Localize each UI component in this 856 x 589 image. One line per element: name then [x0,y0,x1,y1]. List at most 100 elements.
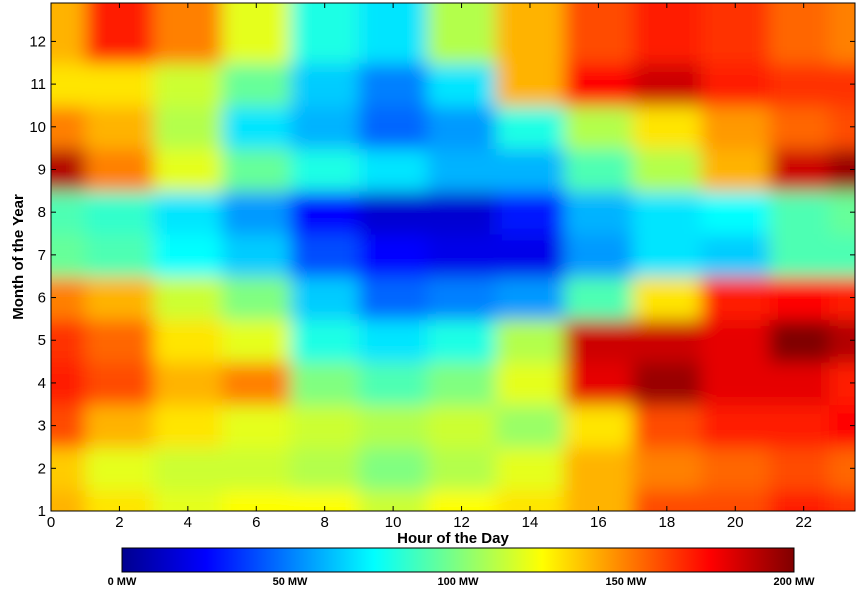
heatmap-cell [222,404,292,448]
heatmap-cell [632,190,703,235]
x-tick-label: 20 [727,514,744,531]
heatmap-cell [358,148,429,192]
heatmap-cell [829,190,855,235]
heatmap-cell [769,190,831,235]
heatmap-cell [564,276,634,320]
heatmap-cell [85,318,155,363]
heatmap-cell [85,105,155,150]
heatmap-cell [427,148,497,192]
y-tick-label: 6 [38,290,46,307]
y-tick-label: 7 [38,247,46,264]
heatmap-cell [153,404,224,448]
heatmap-cell [701,318,771,363]
heatmap-cell [85,404,155,448]
heatmap-cell [358,318,429,363]
x-tick-label: 4 [184,514,192,531]
heatmap-cell [358,404,429,448]
heatmap-cell [153,148,224,192]
heatmap-cell [769,318,831,363]
y-tick-label: 9 [38,161,46,178]
colorbar-label: 200 MW [774,576,816,588]
heatmap-cell [153,446,224,491]
heatmap-cell [358,446,429,491]
colorbar-label: 150 MW [606,576,648,588]
heatmap-cell [829,446,855,491]
heatmap-cell [769,276,831,320]
y-tick-label: 11 [30,76,46,93]
heatmap-cell [290,446,360,491]
heatmap-cell [51,446,87,491]
heatmap-cell [701,489,771,511]
heatmap-cell [495,190,566,235]
heatmap-cell [290,148,360,192]
heatmap-cell [85,62,155,107]
x-tick-label: 6 [252,514,260,531]
y-tick-label: 5 [38,332,46,349]
x-tick-label: 8 [321,514,329,531]
heatmap-cell [769,148,831,192]
y-tick-label: 8 [38,204,46,221]
heatmap-cell [701,233,771,278]
colorbar: 0 MW 50 MW 100 MW 150 MW 200 MW [108,547,816,588]
heatmap-cell [427,3,497,64]
heatmap-cell [427,404,497,448]
colorbar-label: 50 MW [273,576,308,588]
x-tick-label: 14 [522,514,539,531]
heatmap-cell [769,62,831,107]
heatmap-cell [290,105,360,150]
colorbar-label: 100 MW [438,576,480,588]
heatmap-cell [51,489,87,511]
heatmap-cell [358,233,429,278]
x-tick-label: 0 [47,514,55,531]
heatmap-cell [222,190,292,235]
heatmap-cell [632,148,703,192]
heatmap-cell [222,489,292,511]
plot-frame [50,2,856,512]
heatmap-cell [358,190,429,235]
heatmap-cell [769,105,831,150]
heatmap-cell [701,276,771,320]
heatmap-cell [222,3,292,64]
heatmap-cell [829,3,855,64]
y-axis-title: Month of the Year [10,194,27,320]
heatmap-cell [153,62,224,107]
heatmap-cell [427,233,497,278]
heatmap-cell [427,105,497,150]
heatmap-cell [85,276,155,320]
heatmap-cell [564,148,634,192]
heatmap-cell [51,318,87,363]
heatmap-cell [222,318,292,363]
heatmap-cell [495,276,566,320]
y-tick-label: 2 [38,460,46,477]
heatmap-cell [564,446,634,491]
heatmap-cell [495,446,566,491]
heatmap-cell [632,105,703,150]
heatmap-cell [290,190,360,235]
heatmap-cell [495,361,566,406]
heatmap-cell [495,105,566,150]
heatmap-cell [85,361,155,406]
heatmap-cell [51,361,87,406]
heatmap-cell [632,404,703,448]
heatmap-cell [222,105,292,150]
heatmap-cell [564,361,634,406]
heatmap-cell [222,276,292,320]
heatmap-cell [427,489,497,511]
heatmap-cell [829,489,855,511]
heatmap-cell [153,233,224,278]
heatmap-cell [153,105,224,150]
heatmap-cell [290,3,360,64]
heatmap-cell [85,233,155,278]
heatmap-cell [290,233,360,278]
heatmap-cell [290,318,360,363]
heatmap-cell [290,62,360,107]
y-tick-label: 10 [29,119,46,136]
heatmap-cell [495,3,566,64]
heatmap-cell [222,361,292,406]
x-tick-label: 12 [453,514,470,531]
y-tick-label: 4 [38,375,46,392]
heatmap-cell [85,190,155,235]
heatmap-cell [153,361,224,406]
heatmap-cell [290,276,360,320]
heatmap-cell [632,276,703,320]
